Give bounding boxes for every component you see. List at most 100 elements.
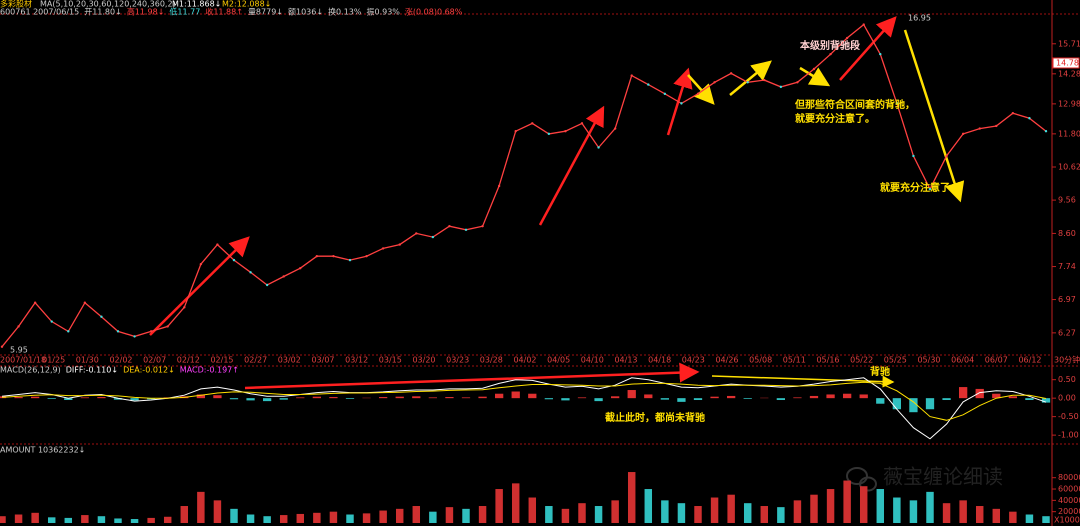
macd-bar <box>31 396 40 399</box>
header-ma: MA(5,10,20,30,60,120,240,360,2) <box>40 0 176 9</box>
macd-bar <box>528 393 537 399</box>
macd-bar <box>196 394 205 399</box>
price-point <box>895 102 899 105</box>
volume-bar <box>710 497 719 523</box>
volume-bar <box>843 480 851 523</box>
price-point <box>0 345 4 348</box>
macd-bar <box>130 398 139 401</box>
header-m1: M1:11.868↓ <box>172 0 221 9</box>
price-point <box>415 232 418 235</box>
volume-bar <box>810 494 818 523</box>
price-point <box>713 81 716 84</box>
price-point <box>199 262 203 266</box>
price-point <box>879 52 882 56</box>
header-quote: 600761 2007/06/15 <box>0 8 79 17</box>
price-point <box>17 325 20 328</box>
arrows <box>149 16 965 390</box>
macd-bar <box>627 390 636 399</box>
volume-bar <box>959 500 967 523</box>
price-point <box>531 122 534 125</box>
price-point <box>597 146 600 149</box>
volume-bar <box>627 472 636 523</box>
macd-bar <box>511 391 520 399</box>
volume-bar <box>114 518 122 523</box>
y-tick-label: 6.97 <box>1058 295 1076 304</box>
annotation: 就要充分注意了。 <box>795 112 875 125</box>
volume-bar <box>859 486 868 523</box>
unit-label: X1000 <box>1054 516 1080 525</box>
annotation: 截止此时，都尚未背驰 <box>605 411 705 424</box>
price-point <box>249 271 252 274</box>
price-point <box>116 330 120 333</box>
volume-bar <box>31 512 39 523</box>
y-tick-label: 9.56 <box>1058 196 1076 205</box>
macd-bar <box>544 398 553 400</box>
price-point <box>497 184 501 188</box>
x-tick-label: 2007/01/18 <box>0 356 46 365</box>
volume-bar <box>661 500 669 523</box>
header-quote: 开11.80↓ <box>84 8 122 17</box>
x-tick-label: 02/02 <box>109 356 132 365</box>
volume-bar <box>147 517 155 523</box>
macd-title: DEA:-0.012↓ <box>123 366 175 375</box>
price-point <box>100 315 103 318</box>
price-point <box>862 23 865 26</box>
macd-bar <box>345 398 355 399</box>
volume-bar <box>992 508 1001 523</box>
x-tick-label: 05/11 <box>783 356 806 365</box>
volume-bar <box>1042 516 1050 523</box>
volume-bar <box>561 508 570 523</box>
header-quote: 收11.88↑ <box>205 7 243 17</box>
y-tick-label: -1.00 <box>1058 431 1079 440</box>
x-tick-label: 02/12 <box>177 356 200 365</box>
macd-bar <box>296 397 305 399</box>
price-point <box>33 301 37 304</box>
volume-bar <box>346 514 354 523</box>
price-point <box>183 306 186 309</box>
price-point <box>1044 129 1048 133</box>
price-point <box>961 132 965 136</box>
macd-bar <box>1025 398 1034 401</box>
volume-bar <box>213 500 222 523</box>
macd-bar <box>461 397 471 399</box>
current-box <box>1052 57 1080 69</box>
volume-bar <box>81 515 89 523</box>
y-tick-label: 8.60 <box>1058 229 1076 238</box>
macd-bar <box>229 398 239 400</box>
price-point <box>696 92 700 96</box>
macd-bar <box>843 393 852 399</box>
price-point <box>580 122 584 125</box>
y-tick-label: 6.27 <box>1058 328 1076 337</box>
volume-bar <box>395 508 404 523</box>
volume-bar <box>528 497 537 523</box>
volume-bar <box>926 491 934 523</box>
volume-bar <box>644 489 653 523</box>
header-quote: 振0.93% <box>366 7 400 17</box>
header-title: 多彩股材 <box>0 0 32 9</box>
price-point <box>763 78 766 82</box>
volume-bar <box>694 506 702 523</box>
volume-bar <box>362 513 371 523</box>
price-point <box>663 92 667 96</box>
price-point <box>547 132 551 136</box>
x-tick-label: 02/15 <box>210 356 233 365</box>
volume-bar <box>429 511 437 523</box>
macd-bar <box>826 394 835 399</box>
volume-bar <box>727 494 735 523</box>
price-point <box>746 81 749 84</box>
volume-bar <box>545 506 553 523</box>
price-point <box>282 275 285 278</box>
macd-bar <box>793 397 802 399</box>
x-tick-label: 04/10 <box>581 356 604 365</box>
macd-bar <box>395 396 404 399</box>
macd-dea <box>1 381 1047 421</box>
x-tick-label: 04/13 <box>614 356 637 365</box>
price-point <box>348 258 352 262</box>
macd-bar <box>644 394 653 399</box>
volume-bar <box>826 489 835 523</box>
price-point <box>464 228 468 231</box>
price-point <box>945 154 948 158</box>
price-point <box>448 224 451 228</box>
price-point <box>647 83 650 86</box>
volume-bar <box>97 516 106 523</box>
